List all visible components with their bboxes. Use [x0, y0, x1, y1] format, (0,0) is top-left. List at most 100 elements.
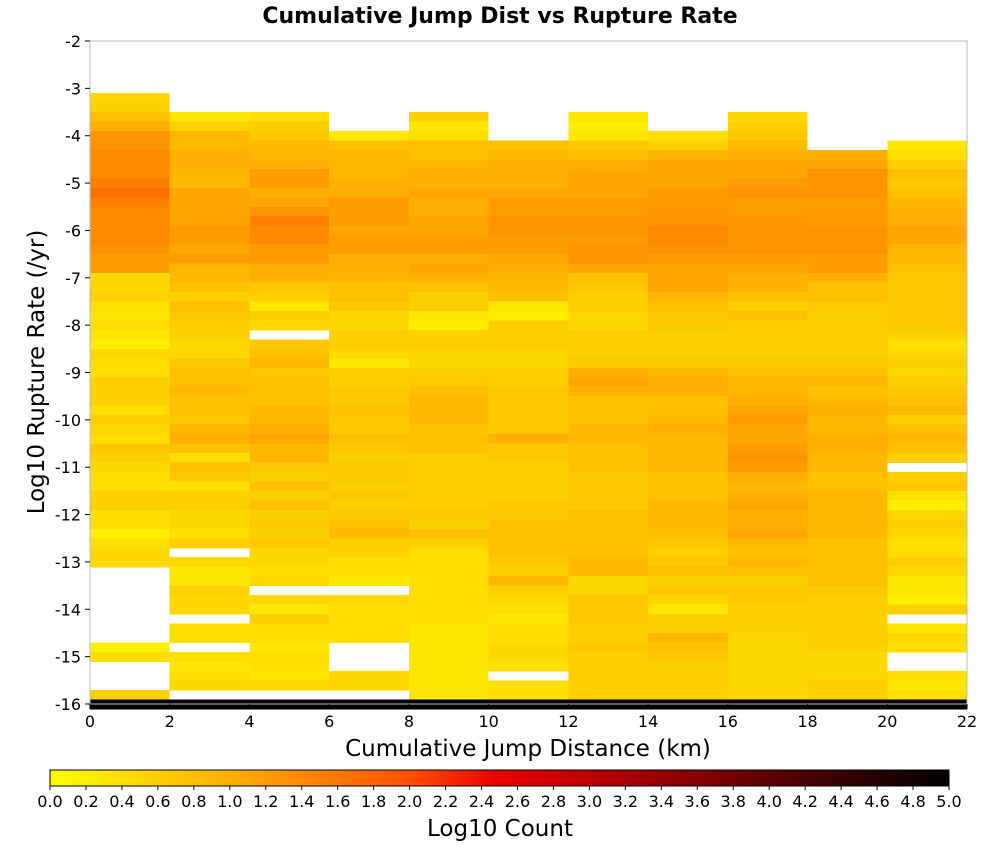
- heatmap-cell: [807, 519, 888, 530]
- heatmap-cell: [249, 121, 330, 132]
- colorbar-tick-label: 0.8: [181, 792, 206, 811]
- heatmap-cell: [90, 149, 170, 160]
- colorbar-tick-label: 2.4: [469, 792, 494, 811]
- heatmap-cell: [648, 244, 728, 255]
- heatmap-cell: [488, 632, 569, 644]
- colorbar-tick-label: 2.2: [433, 792, 458, 811]
- heatmap-cell: [329, 348, 409, 359]
- heatmap-cell: [90, 443, 170, 454]
- heatmap-cell: [727, 614, 808, 625]
- heatmap-cell: [727, 661, 808, 672]
- heatmap-cell: [887, 642, 967, 653]
- heatmap-cell: [249, 291, 330, 303]
- heatmap-cell: [727, 168, 808, 179]
- heatmap-cell: [90, 121, 170, 132]
- heatmap-cell: [568, 112, 649, 123]
- heatmap-cell: [249, 415, 330, 426]
- heatmap-cell: [488, 197, 569, 208]
- colorbar-tick-label: 3.2: [613, 792, 638, 811]
- colorbar-tick-label: 0.6: [145, 792, 170, 811]
- heatmap-cell: [249, 405, 330, 416]
- heatmap-cell: [408, 462, 489, 473]
- heatmap-cell: [408, 187, 489, 198]
- heatmap-cell: [648, 254, 728, 265]
- colorbar-tick-label: 2.6: [505, 792, 530, 811]
- heatmap-cell: [90, 424, 170, 435]
- heatmap-cell: [807, 367, 888, 378]
- heatmap-cell: [727, 187, 808, 198]
- heatmap-cell: [807, 547, 888, 558]
- heatmap-cell: [727, 320, 808, 331]
- heatmap-cell: [887, 244, 967, 255]
- heatmap-cell: [408, 358, 489, 369]
- heatmap-cell: [887, 254, 967, 265]
- heatmap-cell: [648, 140, 728, 151]
- heatmap-cell: [90, 178, 170, 189]
- heatmap-cell: [408, 112, 489, 123]
- heatmap-cell: [249, 614, 330, 625]
- heatmap-cell: [249, 254, 330, 265]
- heatmap-cell: [648, 358, 728, 369]
- heatmap-cell: [249, 140, 330, 151]
- heatmap-cell: [249, 112, 330, 123]
- heatmap-cell: [488, 206, 569, 217]
- y-tick-label: -16: [55, 695, 81, 714]
- heatmap-cell: [408, 415, 489, 426]
- heatmap-cell: [807, 254, 888, 265]
- heatmap-cell: [90, 112, 170, 123]
- heatmap-cell: [568, 434, 649, 445]
- colorbar-tick-label: 3.0: [577, 792, 602, 811]
- heatmap-cell: [488, 538, 569, 549]
- heatmap-cell: [249, 301, 330, 312]
- heatmap-cell: [90, 500, 170, 511]
- heatmap-cell: [488, 689, 569, 700]
- heatmap-cell: [887, 149, 967, 160]
- heatmap-cell: [408, 585, 489, 596]
- heatmap-cell: [568, 443, 649, 454]
- heatmap-cell: [648, 538, 728, 549]
- heatmap-cell: [329, 216, 409, 227]
- heatmap-cell: [727, 367, 808, 378]
- heatmap-cell: [90, 651, 170, 662]
- heatmap-cell: [727, 130, 808, 142]
- heatmap-cell: [648, 159, 728, 170]
- heatmap-cell: [887, 557, 967, 568]
- heatmap-cell: [807, 377, 888, 388]
- heatmap-cell: [727, 509, 808, 520]
- heatmap-cell: [648, 614, 728, 625]
- colorbar-tick-label: 5.0: [936, 792, 961, 811]
- heatmap-cell: [249, 159, 330, 170]
- heatmap-cell: [169, 509, 250, 520]
- heatmap-cell: [568, 604, 649, 615]
- heatmap-cell: [568, 528, 649, 539]
- heatmap-cell: [169, 490, 250, 501]
- heatmap-cell: [408, 348, 489, 359]
- heatmap-cell: [727, 197, 808, 208]
- heatmap-cell: [887, 291, 967, 303]
- heatmap-cell: [727, 301, 808, 312]
- heatmap-cell: [807, 339, 888, 350]
- x-axis-ticks: 0 2 4 6 8 10 12 14 16 18 20 22: [85, 704, 977, 731]
- heatmap-cell: [648, 528, 728, 539]
- heatmap-cell: [568, 159, 649, 170]
- heatmap-cell: [329, 604, 409, 615]
- heatmap-cell: [807, 301, 888, 312]
- heatmap-cell: [488, 614, 569, 625]
- heatmap-cell: [329, 528, 409, 539]
- y-tick-label: -13: [55, 553, 81, 572]
- heatmap-cell: [568, 661, 649, 672]
- heatmap-cell: [887, 595, 967, 606]
- heatmap-cell: [727, 396, 808, 407]
- heatmap-cell: [169, 216, 250, 227]
- heatmap-cell: [887, 282, 967, 293]
- heatmap-cell: [807, 149, 888, 160]
- heatmap-cell: [568, 301, 649, 312]
- heatmap-cell: [488, 320, 569, 331]
- heatmap-cell: [408, 386, 489, 397]
- heatmap-cell: [727, 585, 808, 596]
- heatmap-cell: [90, 301, 170, 312]
- heatmap-cell: [727, 632, 808, 644]
- heatmap-cell: [488, 642, 569, 653]
- heatmap-cell: [807, 661, 888, 672]
